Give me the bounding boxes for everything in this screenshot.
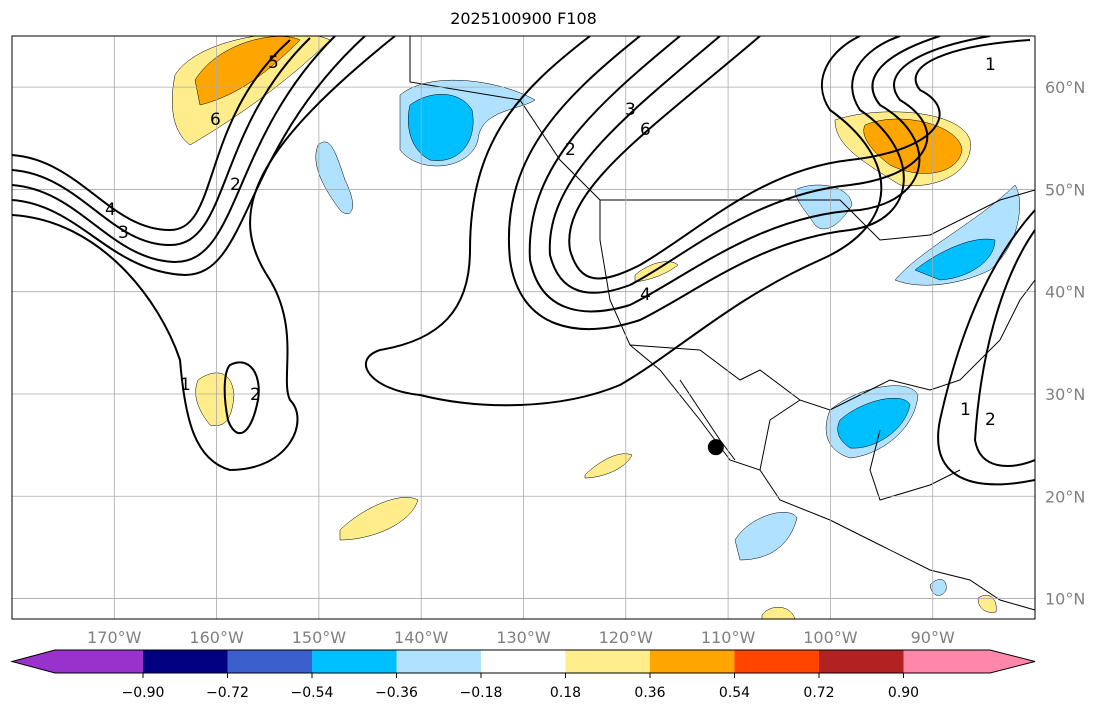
positive-anomaly (584, 453, 633, 479)
lon-tick-label: 120°W (599, 628, 654, 647)
negative-anomaly (929, 579, 947, 596)
contour-label: 1 (180, 375, 191, 395)
lon-tick-label: 130°W (496, 628, 551, 647)
lon-tick-label: 100°W (803, 628, 858, 647)
colorbar: −0.90 −0.72 −0.54 −0.36 −0.18 0.18 0.36 0.54 0.7… (10, 649, 1036, 701)
negative-anomaly (734, 512, 798, 561)
lon-tick-label: 160°W (189, 628, 244, 647)
contour-label: 4 (105, 200, 116, 220)
contour-label: 3 (625, 100, 636, 120)
contour-label: 5 (268, 53, 279, 73)
colorbar-segment (481, 650, 566, 673)
lon-tick-label: 170°W (87, 628, 142, 647)
positive-anomaly (761, 607, 796, 619)
colorbar-segment (12, 650, 143, 673)
negative-anomaly (315, 141, 353, 214)
lon-tick-label: 90°W (911, 628, 955, 647)
colorbar-tick-label: 0.90 (888, 685, 919, 701)
contour-label: 2 (230, 175, 241, 195)
colorbar-segment (565, 650, 650, 673)
negative-anomaly (407, 94, 474, 161)
location-marker (707, 439, 724, 456)
contour-label: 6 (210, 110, 221, 130)
contour-labels: 1 2 2 3 4 5 6 2 3 6 4 1 1 2 (105, 53, 996, 430)
negative-anomaly (914, 238, 996, 281)
contour-label: 6 (640, 120, 651, 140)
colorbar-segment (312, 650, 397, 673)
positive-anomaly (863, 118, 963, 174)
colorbar-tick-label: 0.54 (719, 685, 750, 701)
colorbar-segment (734, 650, 819, 673)
negative-anomaly (837, 398, 911, 449)
contours (12, 36, 1035, 486)
lon-tick-label: 110°W (701, 628, 756, 647)
gridlines (12, 36, 1035, 619)
colorbar-segment (650, 650, 735, 673)
positive-anomaly (194, 36, 301, 106)
colorbar-tick-label: −0.90 (122, 685, 165, 701)
colorbar-segment (903, 650, 1035, 673)
map-frame (11, 35, 1036, 620)
colorbar-outline (10, 649, 1036, 674)
contour-label: 2 (565, 140, 576, 160)
lon-tick-label: 150°W (292, 628, 347, 647)
colorbar-tick-label: −0.18 (460, 685, 503, 701)
contour-label: 2 (985, 410, 996, 430)
colorbar-segment (143, 650, 228, 673)
colorbar-tick-label: 0.18 (550, 685, 581, 701)
colorbar-tick-label: −0.36 (375, 685, 418, 701)
colorbar-tick-label: 0.72 (803, 685, 834, 701)
colorbar-segment (396, 650, 481, 673)
lat-tick-label: 40°N (1045, 283, 1085, 302)
shading (171, 36, 1020, 619)
colorbar-tick-label: −0.72 (206, 685, 249, 701)
colorbar-tick-label: 0.36 (634, 685, 665, 701)
contour-label: 1 (960, 400, 971, 420)
colorbar-tick-label: −0.54 (291, 685, 334, 701)
colorbar-segment (227, 650, 312, 673)
map-title: 2025100900 F108 (450, 9, 597, 28)
contour-label: 1 (985, 55, 996, 75)
negative-anomaly (894, 184, 1020, 286)
lon-tick-label: 140°W (394, 628, 449, 647)
colorbar-segment (819, 650, 904, 673)
contour-label: 3 (118, 223, 129, 243)
lat-tick-label: 60°N (1045, 78, 1085, 97)
contour-label: 4 (640, 285, 651, 305)
negative-anomaly (794, 184, 853, 230)
positive-anomaly (977, 594, 997, 613)
map-area: 1 2 2 3 4 5 6 2 3 6 4 1 1 2 (12, 36, 1035, 619)
positive-anomaly (339, 497, 419, 541)
contour-label: 2 (250, 385, 261, 405)
lat-tick-label: 30°N (1045, 385, 1085, 404)
axis-ticks: 170°W 160°W 150°W 140°W 130°W 120°W 110°W 100°W… (87, 78, 1085, 647)
lat-tick-label: 10°N (1045, 590, 1085, 609)
lat-tick-label: 20°N (1045, 487, 1085, 506)
lat-tick-label: 50°N (1045, 180, 1085, 199)
